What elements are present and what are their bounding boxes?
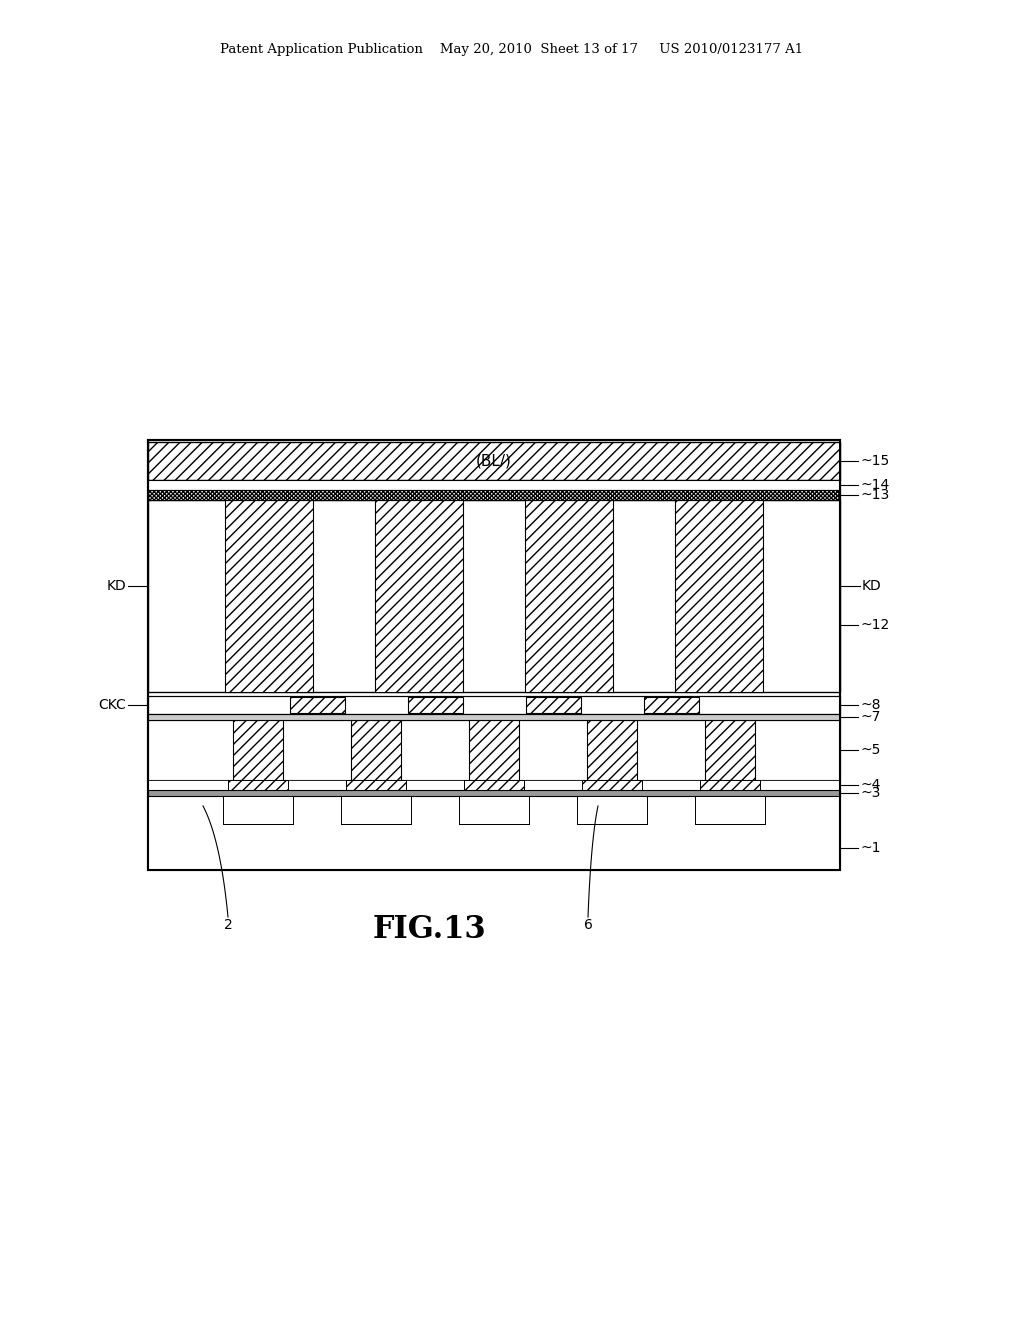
Text: ~1: ~1 [860, 841, 881, 855]
Text: ~15: ~15 [860, 454, 889, 469]
Text: ~14: ~14 [860, 478, 889, 492]
Bar [148, 500, 840, 692]
Bar [148, 719, 840, 780]
Bar [346, 780, 406, 789]
Bar [148, 696, 840, 714]
Bar [228, 780, 288, 789]
Bar [408, 697, 463, 713]
Bar [525, 697, 581, 713]
Bar [582, 780, 642, 789]
Text: ~12: ~12 [860, 618, 889, 632]
Text: CKC: CKC [98, 698, 126, 711]
Bar [705, 719, 755, 780]
Bar [148, 440, 840, 870]
Bar [148, 490, 840, 500]
Bar [341, 796, 411, 824]
Text: KD: KD [106, 579, 126, 594]
Bar [464, 780, 524, 789]
Bar [148, 442, 840, 480]
Bar [148, 796, 840, 870]
Text: 6: 6 [584, 917, 593, 932]
Text: ~4: ~4 [860, 777, 881, 792]
Text: FIG.13: FIG.13 [373, 915, 486, 945]
Bar [587, 719, 637, 780]
Bar [700, 780, 760, 789]
Text: ~13: ~13 [860, 488, 889, 502]
Bar [577, 796, 647, 824]
Bar [375, 500, 463, 692]
Bar [223, 796, 293, 824]
Text: ~5: ~5 [860, 743, 881, 756]
Bar [351, 719, 401, 780]
Text: KD: KD [862, 579, 882, 594]
Text: 2: 2 [223, 917, 232, 932]
Bar [290, 697, 344, 713]
Bar [233, 719, 283, 780]
Text: (BL/): (BL/) [476, 454, 512, 469]
Bar [148, 789, 840, 796]
Bar [225, 500, 313, 692]
Bar [148, 714, 840, 719]
Bar [148, 696, 840, 714]
Bar [469, 719, 519, 780]
Bar [525, 500, 613, 692]
Text: ~3: ~3 [860, 785, 881, 800]
Bar [148, 480, 840, 490]
Bar [643, 697, 698, 713]
Bar [675, 500, 763, 692]
Bar [148, 780, 840, 789]
Bar [695, 796, 765, 824]
Text: Patent Application Publication    May 20, 2010  Sheet 13 of 17     US 2010/01231: Patent Application Publication May 20, 2… [220, 44, 804, 57]
Bar [148, 440, 840, 870]
Text: ~8: ~8 [860, 698, 881, 711]
Bar [459, 796, 529, 824]
Text: ~7: ~7 [860, 710, 881, 723]
